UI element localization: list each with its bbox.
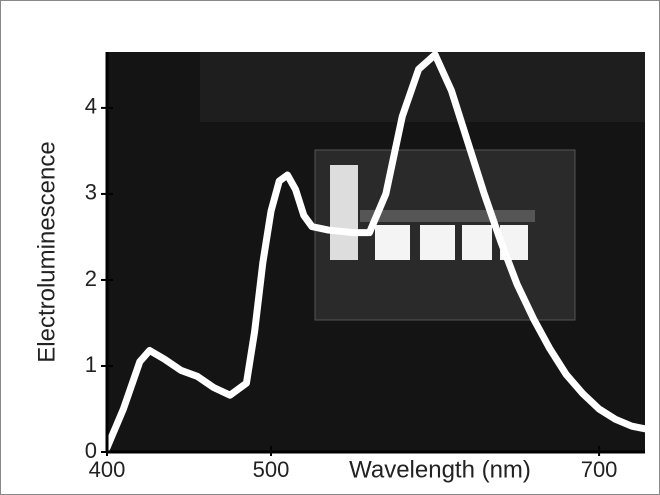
y-tick-label: 1 [85, 352, 97, 377]
x-tick-label: 500 [253, 457, 290, 482]
y-tick-label: 2 [85, 266, 97, 291]
line [103, 51, 649, 452]
y-axis-label: Electroluminescence [33, 141, 60, 362]
y-tick-label: 3 [85, 180, 97, 205]
y-tick-label: 4 [85, 94, 97, 119]
background-photo [107, 52, 645, 452]
x-tick-label: 400 [89, 457, 126, 482]
x-axis-label: Wavelength (nm) [349, 456, 531, 483]
y-tick-label: 0 [85, 438, 97, 463]
x-tick-label: 700 [581, 457, 618, 482]
